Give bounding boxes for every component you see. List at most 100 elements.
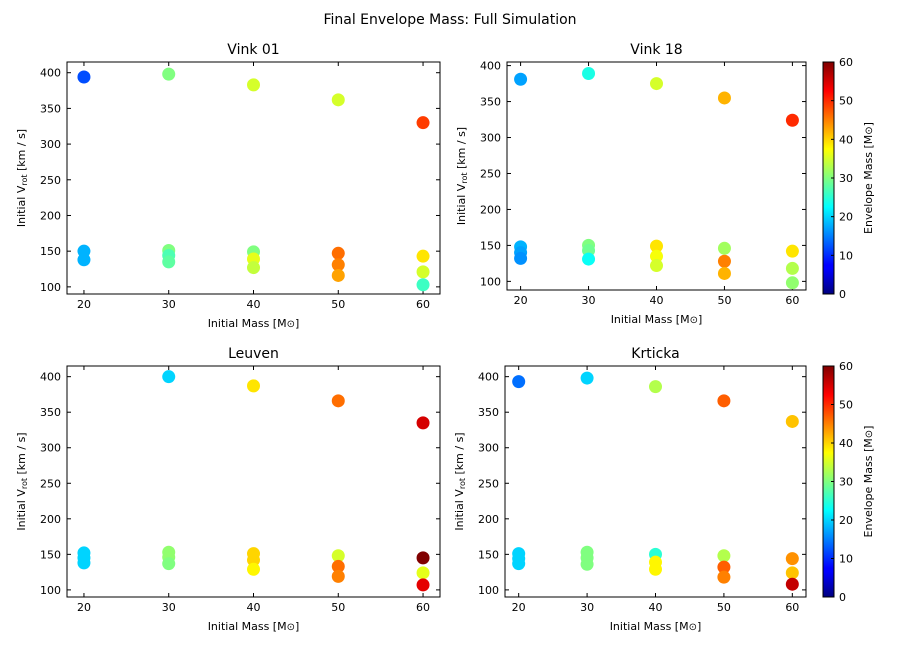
panel-1: Vink 01 20 30 40 50 60 100 150 200 250 300 350 400 In… xyxy=(15,42,441,330)
y-tick-label: 350 xyxy=(40,102,61,115)
data-point xyxy=(717,570,731,584)
colorbar-label: Envelope Mass [M⊙] xyxy=(862,122,875,234)
colorbar-tick-label: 60 xyxy=(839,56,853,69)
data-point xyxy=(514,251,528,265)
data-point xyxy=(416,416,430,430)
data-point xyxy=(717,266,731,280)
colorbar-tick-label: 30 xyxy=(839,172,853,185)
y-tick-label: 400 xyxy=(480,60,501,73)
data-point xyxy=(416,551,430,565)
y-tick-label: 400 xyxy=(40,67,61,80)
x-tick-label: 40 xyxy=(247,601,261,614)
panel-2: Vink 18 20 30 40 50 60 100 150 200 250 300 350 400 In… xyxy=(455,42,807,326)
data-point xyxy=(512,557,526,571)
x-tick-label: 50 xyxy=(717,294,731,307)
y-tick-label: 350 xyxy=(478,406,499,419)
y-tick-label: 150 xyxy=(40,245,61,258)
y-tick-label: 200 xyxy=(478,513,499,526)
x-tick-label: 60 xyxy=(785,294,799,307)
data-point xyxy=(162,370,176,384)
data-point xyxy=(331,93,345,107)
x-tick-label: 30 xyxy=(582,294,596,307)
colorbar-tick-label: 60 xyxy=(839,360,853,373)
colorbar-tick-label: 0 xyxy=(839,288,846,301)
y-tick-label: 100 xyxy=(40,281,61,294)
data-point xyxy=(512,375,526,389)
colorbar-tick-label: 50 xyxy=(839,95,853,108)
data-point xyxy=(650,239,663,253)
data-point xyxy=(416,249,430,263)
x-tick-label: 60 xyxy=(416,298,430,311)
x-tick-label: 60 xyxy=(416,601,430,614)
scatter-points xyxy=(514,67,799,290)
figure-suptitle: Final Envelope Mass: Full Simulation xyxy=(323,12,576,28)
data-point xyxy=(580,371,594,385)
y-tick-label: 400 xyxy=(478,371,499,384)
y-tick-label: 150 xyxy=(40,548,61,561)
data-point xyxy=(416,278,430,292)
data-point xyxy=(331,258,345,272)
data-point xyxy=(785,552,799,566)
y-tick-label: 250 xyxy=(40,477,61,490)
y-tick-label: 300 xyxy=(480,132,501,145)
data-point xyxy=(247,261,260,275)
data-point xyxy=(247,562,260,576)
colorbar-tick-label: 20 xyxy=(839,514,853,527)
y-tick-label: 400 xyxy=(40,371,61,384)
x-tick-label: 30 xyxy=(162,601,176,614)
scatter-points xyxy=(77,67,430,292)
data-point xyxy=(77,70,91,84)
y-tick-label: 250 xyxy=(40,174,61,187)
data-point xyxy=(162,255,176,269)
data-point xyxy=(717,394,731,408)
x-tick-label: 20 xyxy=(512,601,526,614)
colorbar-1: 0 10 20 30 40 50 60 Envelope Mass [M⊙] xyxy=(822,56,875,301)
y-tick-label: 250 xyxy=(480,167,501,180)
y-axis-label: Initial Vrot [km / s] xyxy=(453,432,467,530)
y-tick-label: 200 xyxy=(40,513,61,526)
data-point xyxy=(247,553,260,567)
colorbar-tick-label: 40 xyxy=(839,437,853,450)
y-axis-label: Initial Vrot [km / s] xyxy=(15,432,29,530)
x-tick-label: 40 xyxy=(650,294,664,307)
data-point xyxy=(331,549,345,563)
colorbar-tick-label: 20 xyxy=(839,211,853,224)
x-axis-label: Initial Mass [M⊙] xyxy=(610,620,702,633)
data-point xyxy=(717,254,731,268)
data-point xyxy=(785,566,799,580)
data-point xyxy=(717,549,731,563)
colorbar-tick-label: 50 xyxy=(839,399,853,412)
data-point xyxy=(514,72,528,86)
x-tick-label: 50 xyxy=(331,601,345,614)
data-point xyxy=(650,259,663,273)
scatter-points xyxy=(77,370,430,592)
x-tick-label: 30 xyxy=(162,298,176,311)
data-point xyxy=(785,276,799,290)
data-point xyxy=(331,394,345,408)
data-point xyxy=(331,268,345,282)
data-point xyxy=(650,77,663,91)
data-point xyxy=(416,265,430,279)
data-point xyxy=(247,78,260,92)
y-tick-label: 150 xyxy=(478,548,499,561)
y-tick-label: 250 xyxy=(478,477,499,490)
data-point xyxy=(331,569,345,583)
x-tick-label: 40 xyxy=(247,298,261,311)
y-tick-label: 300 xyxy=(40,138,61,151)
y-tick-label: 200 xyxy=(480,203,501,216)
data-point xyxy=(162,557,176,571)
data-point xyxy=(331,246,345,260)
data-point xyxy=(649,562,662,576)
colorbar-tick-label: 30 xyxy=(839,476,853,489)
y-tick-label: 100 xyxy=(40,584,61,597)
data-point xyxy=(717,560,731,574)
colorbar-tick-label: 0 xyxy=(839,591,846,604)
panel-title: Krticka xyxy=(631,346,679,362)
data-point xyxy=(717,241,731,255)
data-point xyxy=(785,414,799,428)
data-point xyxy=(416,116,430,130)
y-tick-label: 350 xyxy=(40,406,61,419)
scatter-points xyxy=(512,371,799,591)
x-tick-label: 30 xyxy=(580,601,594,614)
